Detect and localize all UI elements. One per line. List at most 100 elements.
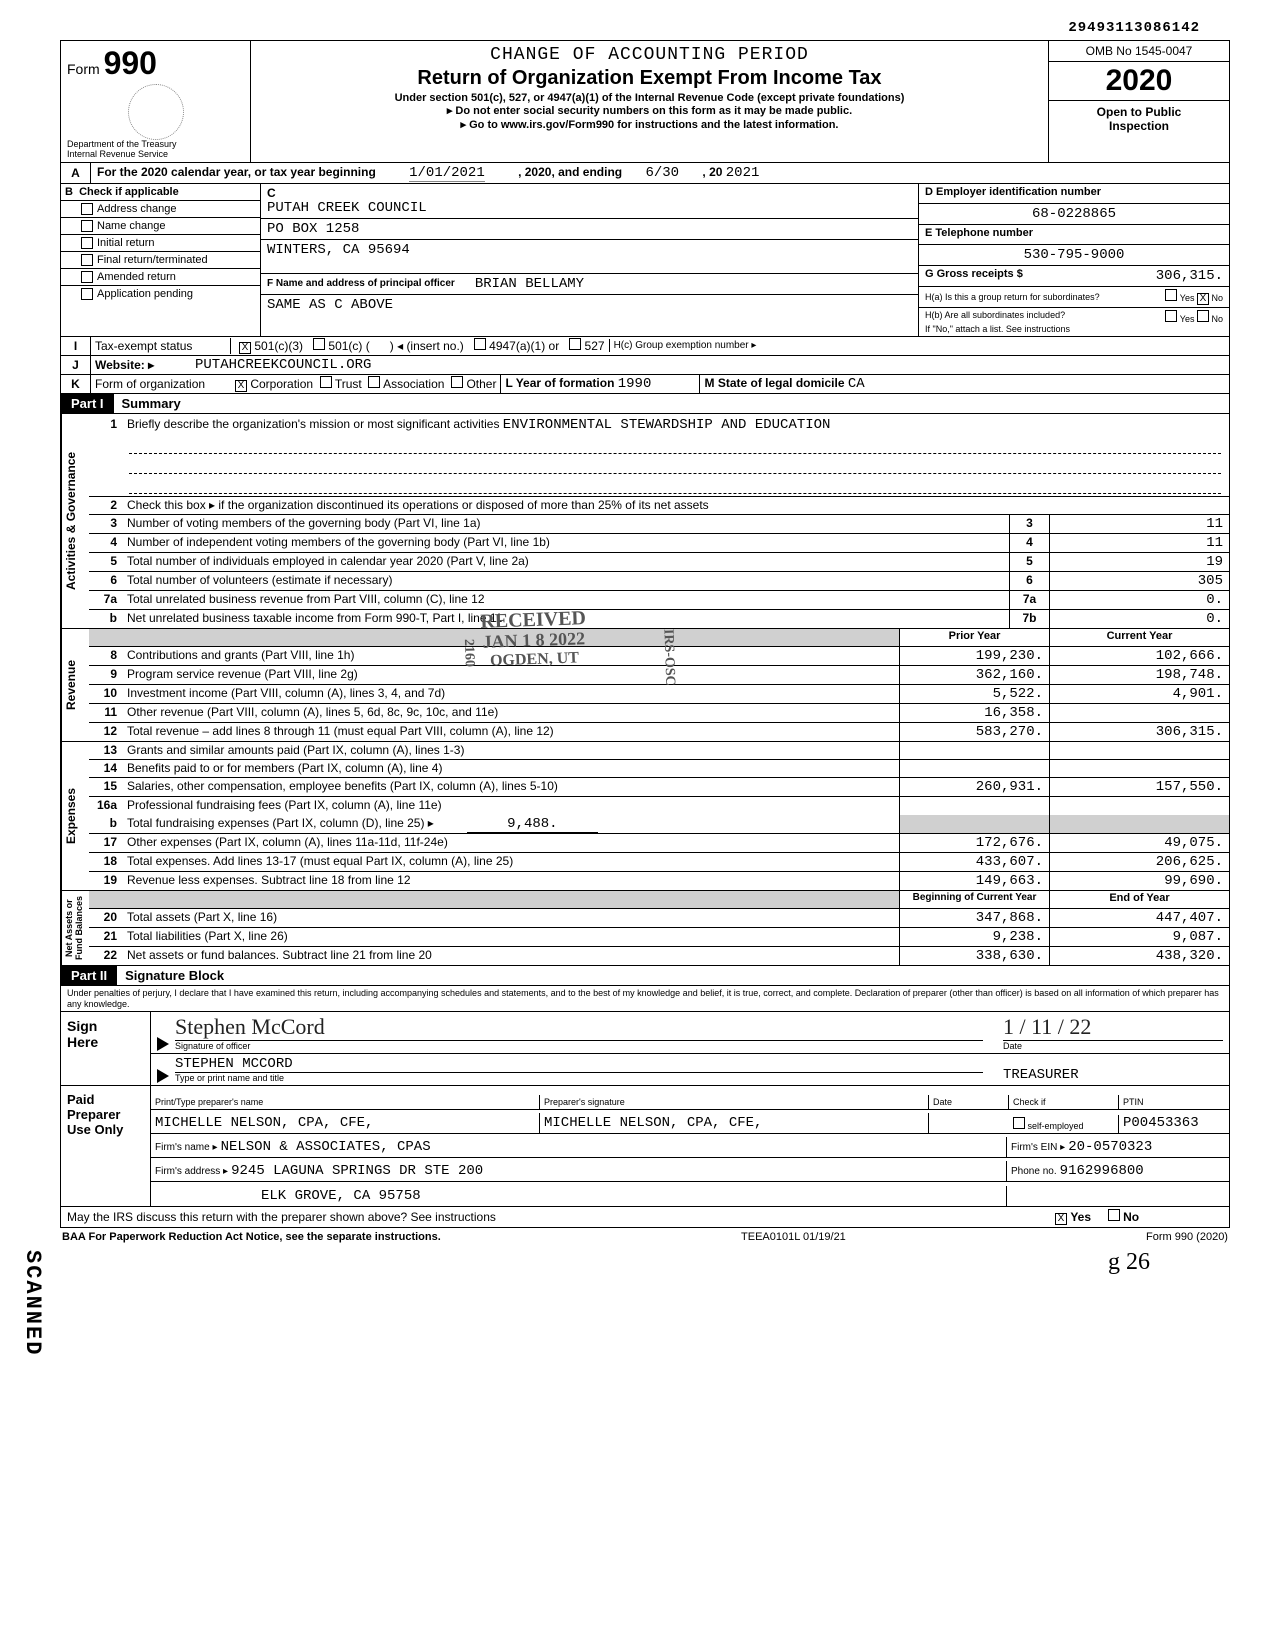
- tax-year-end-year: 2021: [726, 165, 760, 181]
- check-527[interactable]: [569, 338, 581, 350]
- line-desc: Other expenses (Part IX, column (A), lin…: [123, 834, 899, 852]
- prior-year-value: [899, 742, 1049, 759]
- check-501c3[interactable]: X: [239, 342, 251, 354]
- discuss-yes: Yes: [1070, 1210, 1091, 1224]
- line-num: 21: [89, 928, 123, 946]
- check-corp[interactable]: X: [235, 380, 247, 392]
- current-year-value: 49,075.: [1049, 834, 1229, 852]
- prior-year-value: 199,230.: [899, 647, 1049, 665]
- check-if-applicable: Check if applicable: [79, 186, 179, 198]
- check-trust[interactable]: [320, 376, 332, 388]
- website-label: Website: ▸: [91, 357, 191, 373]
- discuss-no-check[interactable]: [1108, 1209, 1120, 1221]
- box-b: B Check if applicable Address change Nam…: [61, 184, 261, 336]
- line-num: 19: [89, 872, 123, 890]
- part-ii-label: Part II: [61, 966, 117, 985]
- opt-501c-b: ) ◂ (insert no.): [390, 339, 464, 353]
- prior-year-value: [899, 760, 1049, 777]
- hdr-prior-year: Prior Year: [899, 629, 1049, 646]
- line-num: 11: [89, 704, 123, 722]
- line-num: 15: [89, 778, 123, 796]
- check-4947[interactable]: [474, 338, 486, 350]
- preparer-date-hdr: Date: [929, 1095, 1009, 1109]
- line-4-num: 4: [89, 534, 123, 552]
- line-4-desc: Number of independent voting members of …: [123, 534, 1009, 552]
- table-row: 20Total assets (Part X, line 16)347,868.…: [89, 909, 1229, 928]
- line-7b-box: 7b: [1009, 610, 1049, 628]
- prior-year-value: 9,238.: [899, 928, 1049, 946]
- state-domicile: CA: [848, 376, 865, 392]
- label-hb: H(b) Are all subordinates included?: [925, 310, 1065, 324]
- table-row: 12Total revenue – add lines 8 through 11…: [89, 723, 1229, 741]
- table-row: 13Grants and similar amounts paid (Part …: [89, 742, 1229, 760]
- identity-block: B Check if applicable Address change Nam…: [60, 184, 1230, 337]
- table-row: 10Investment income (Part VIII, column (…: [89, 685, 1229, 704]
- line-num: 10: [89, 685, 123, 703]
- document-id: 29493113086142: [60, 20, 1230, 36]
- line-3-box: 3: [1009, 515, 1049, 533]
- line-7a-desc: Total unrelated business revenue from Pa…: [123, 591, 1009, 609]
- prior-year-value: 338,630.: [899, 947, 1049, 965]
- line-a: A For the 2020 calendar year, or tax yea…: [60, 163, 1230, 184]
- baa-notice: BAA For Paperwork Reduction Act Notice, …: [62, 1231, 441, 1243]
- check-other[interactable]: [451, 376, 463, 388]
- firm-addr-label: Firm's address ▸: [155, 1166, 228, 1177]
- current-year-value: [1049, 760, 1229, 777]
- prior-year-value: 16,358.: [899, 704, 1049, 722]
- firm-ein: 20-0570323: [1068, 1139, 1152, 1155]
- check-name-change[interactable]: Name change: [61, 218, 260, 235]
- check-501c[interactable]: [313, 338, 325, 350]
- line-num: 16a: [89, 797, 123, 815]
- tax-year: 2020: [1049, 62, 1229, 101]
- sign-here-block: Sign Here Stephen McCord Signature of of…: [60, 1012, 1230, 1086]
- discuss-yes-check[interactable]: X: [1055, 1213, 1067, 1225]
- check-assoc[interactable]: [368, 376, 380, 388]
- line-desc: Salaries, other compensation, employee b…: [123, 778, 899, 796]
- tax-year-begin: 1/01/2021: [409, 165, 485, 182]
- table-row: 22Net assets or fund balances. Subtract …: [89, 947, 1229, 965]
- current-year-value: [1049, 797, 1229, 815]
- current-year-value: 206,625.: [1049, 853, 1229, 871]
- hdr-end-year: End of Year: [1049, 891, 1229, 908]
- part-i-label: Part I: [61, 394, 114, 413]
- prior-year-value: 172,676.: [899, 834, 1049, 852]
- check-initial-return[interactable]: Initial return: [61, 235, 260, 252]
- org-addr1: PO BOX 1258: [261, 219, 918, 240]
- line-7b-num: b: [89, 610, 123, 628]
- line-2-desc: Check this box ▸ if the organization dis…: [123, 497, 1229, 514]
- line-7a-box: 7a: [1009, 591, 1049, 609]
- line-desc: Net assets or fund balances. Subtract li…: [123, 947, 899, 965]
- ein: 68-0228865: [919, 204, 1229, 225]
- check-address-change[interactable]: Address change: [61, 201, 260, 218]
- label-e: E Telephone number: [919, 225, 1229, 245]
- current-year-value: 4,901.: [1049, 685, 1229, 703]
- line-16b-value: 9,488.: [467, 816, 597, 833]
- self-employed-label: self-employed: [1028, 1121, 1084, 1131]
- activities-governance-caption: Activities & Governance: [61, 414, 89, 628]
- prior-year-value: 583,270.: [899, 723, 1049, 741]
- triangle-icon: [157, 1069, 169, 1083]
- dept-text: Department of the Treasury Internal Reve…: [67, 140, 244, 160]
- prior-year-value: 433,607.: [899, 853, 1049, 871]
- telephone: 530-795-9000: [919, 245, 1229, 266]
- label-f: F Name and address of principal officer: [267, 278, 455, 289]
- date-label: Date: [1003, 1040, 1223, 1051]
- net-assets-caption: Net Assets or Fund Balances: [61, 891, 89, 965]
- current-year-value: 447,407.: [1049, 909, 1229, 927]
- table-row: 17Other expenses (Part IX, column (A), l…: [89, 834, 1229, 853]
- check-application-pending[interactable]: Application pending: [61, 286, 260, 302]
- omb-number: OMB No 1545-0047: [1049, 41, 1229, 62]
- line-7a-num: 7a: [89, 591, 123, 609]
- line-16b-num: b: [89, 815, 123, 833]
- check-amended-return[interactable]: Amended return: [61, 269, 260, 286]
- firm-ein-label: Firm's EIN ▸: [1011, 1142, 1065, 1153]
- footer: BAA For Paperwork Reduction Act Notice, …: [60, 1228, 1230, 1246]
- activities-governance-block: Activities & Governance 1 Briefly descri…: [60, 414, 1230, 629]
- table-row: 19Revenue less expenses. Subtract line 1…: [89, 872, 1229, 890]
- prior-year-value: 149,663.: [899, 872, 1049, 890]
- preparer-name: MICHELLE NELSON, CPA, CFE,: [151, 1113, 540, 1133]
- check-final-return[interactable]: Final return/terminated: [61, 252, 260, 269]
- firm-name-label: Firm's name ▸: [155, 1142, 218, 1153]
- table-row: 16aProfessional fundraising fees (Part I…: [89, 797, 1229, 815]
- firm-phone-label: Phone no.: [1011, 1166, 1057, 1177]
